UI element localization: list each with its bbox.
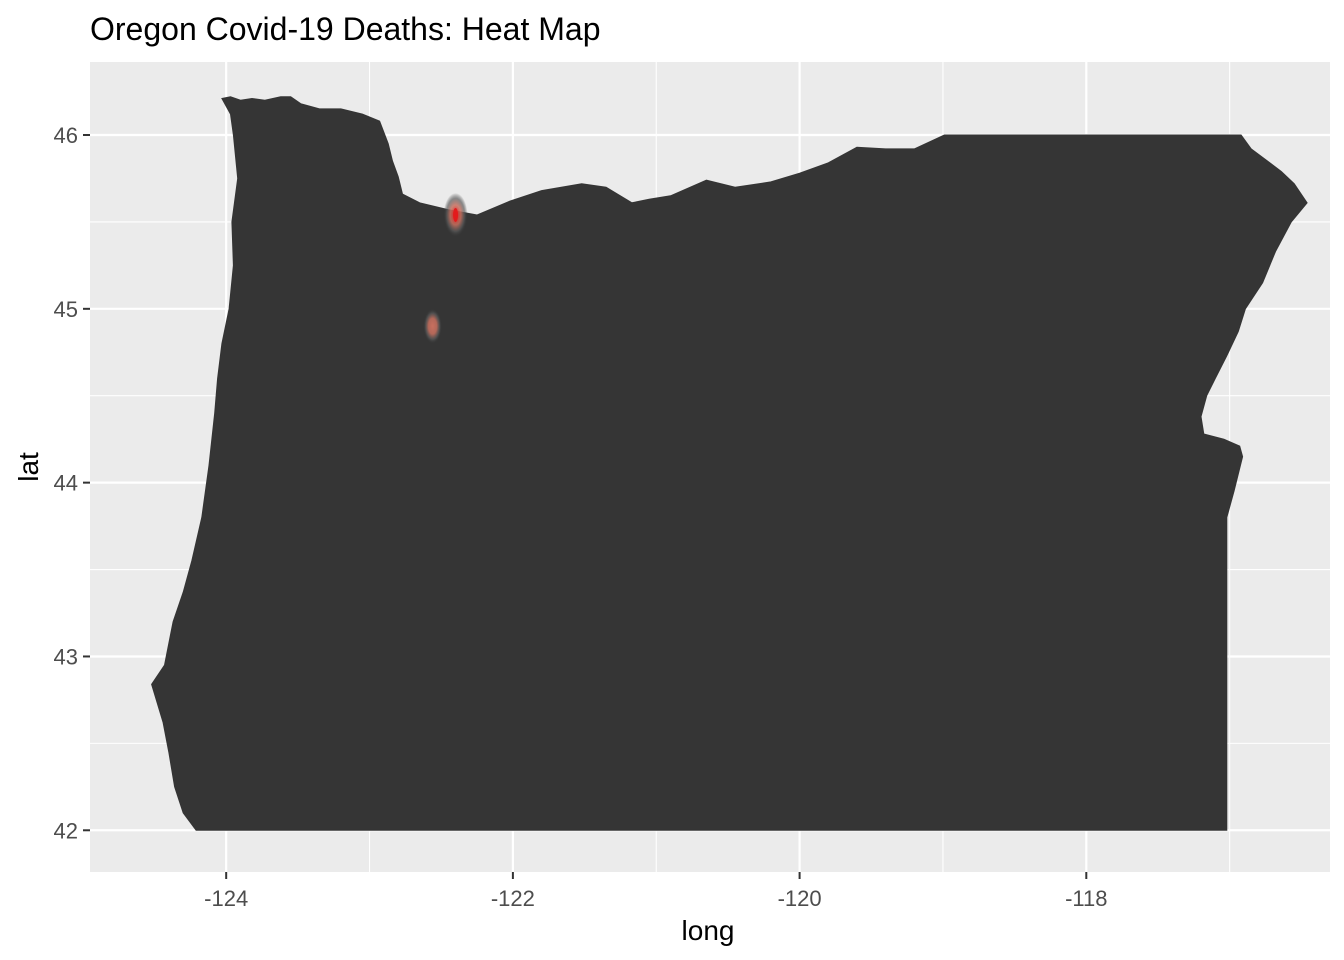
oregon-state-shape <box>151 96 1308 831</box>
x-axis: -124 -122 -120 -118 <box>204 872 1108 911</box>
y-tick-label: 43 <box>54 644 78 669</box>
y-tick-label: 44 <box>54 471 78 496</box>
y-axis: 42 43 44 45 46 <box>54 123 90 843</box>
y-tick-label: 42 <box>54 818 78 843</box>
hotspot-layer <box>423 192 468 344</box>
x-tick-label: -120 <box>778 886 822 911</box>
hotspot-core <box>453 207 459 222</box>
y-tick-label: 45 <box>54 297 78 322</box>
x-tick-label: -122 <box>491 886 535 911</box>
hotspot <box>423 308 442 344</box>
x-axis-title: long <box>682 915 735 946</box>
chart-title: Oregon Covid-19 Deaths: Heat Map <box>90 11 600 47</box>
x-tick-label: -118 <box>1065 886 1107 911</box>
y-tick-label: 46 <box>54 123 78 148</box>
x-tick-label: -124 <box>204 886 248 911</box>
y-axis-title: lat <box>13 452 44 482</box>
